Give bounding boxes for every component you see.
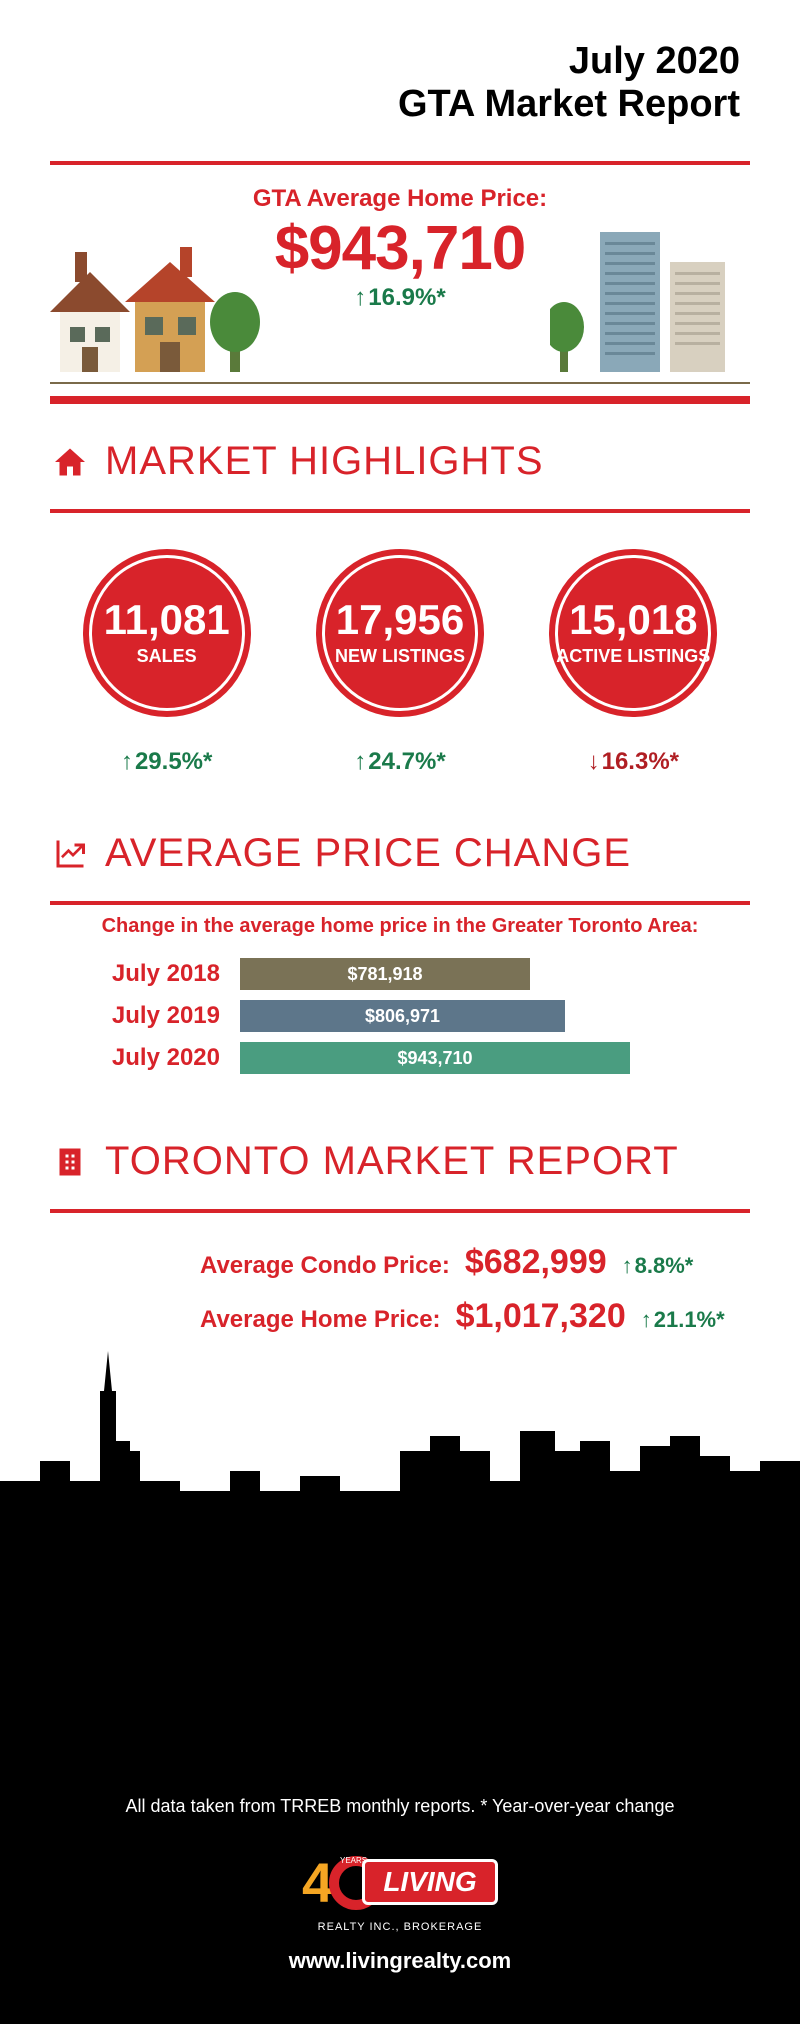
circle-label: ACTIVE LISTINGS	[556, 646, 710, 667]
bar-row: July 2019 $806,971	[60, 1000, 740, 1032]
circle-number: 11,081	[104, 599, 230, 641]
report-date: July 2020	[60, 40, 740, 83]
circle-change: 24.7%*	[354, 748, 445, 776]
skyline-wrap	[0, 1351, 800, 1536]
bar-fill: $943,710	[240, 1042, 630, 1074]
circle-change: 29.5%*	[121, 748, 212, 776]
circle: 17,956 NEW LISTINGS	[310, 543, 490, 723]
skyline-fill	[0, 1516, 800, 1776]
footer-url: www.livingrealty.com	[50, 1948, 750, 1974]
logo-subtitle: REALTY INC., BROKERAGE	[318, 1921, 483, 1933]
circle-change: 16.3%*	[588, 748, 679, 776]
stat-label: Average Condo Price:	[200, 1252, 450, 1280]
svg-text:4: 4	[302, 1851, 333, 1914]
chart-title: Change in the average home price in the …	[60, 915, 740, 938]
stat-condo: Average Condo Price: $682,999 8.8%*	[200, 1243, 740, 1282]
report-title: GTA Market Report	[60, 83, 740, 126]
footer: All data taken from TRREB monthly report…	[0, 1776, 800, 2024]
bar-track: $943,710	[240, 1042, 740, 1074]
bar-row: July 2018 $781,918	[60, 958, 740, 990]
circle-active-listings: 15,018 ACTIVE LISTINGS 16.3%*	[543, 543, 723, 776]
circle-number: 15,018	[569, 599, 697, 641]
stat-change: 21.1%*	[641, 1307, 725, 1333]
stat-label: Average Home Price:	[200, 1306, 441, 1334]
logo: 4 YEARS LIVING REALTY INC., BROKERAGE	[50, 1847, 750, 1933]
header: July 2020 GTA Market Report	[0, 0, 800, 146]
infographic-container: July 2020 GTA Market Report GTA Average …	[0, 0, 800, 2024]
bar-fill: $806,971	[240, 1000, 565, 1032]
divider-thick	[50, 396, 750, 404]
toronto-title: TORONTO MARKET REPORT	[105, 1139, 679, 1184]
stat-value: $1,017,320	[456, 1297, 626, 1336]
price-chart: Change in the average home price in the …	[0, 905, 800, 1104]
highlights-circles: 11,081 SALES 29.5%* 17,956 NEW LISTINGS …	[0, 513, 800, 796]
circle: 11,081 SALES	[77, 543, 257, 723]
chart-icon	[50, 834, 90, 874]
price-change-heading: AVERAGE PRICE CHANGE	[0, 796, 800, 886]
hero-illustration	[50, 232, 750, 382]
logo-living-text: LIVING	[362, 1859, 497, 1905]
skyline-silhouette	[0, 1351, 800, 1531]
bar-label: July 2020	[60, 1044, 240, 1072]
bar-label: July 2019	[60, 1002, 240, 1030]
buildings-illustration	[550, 232, 750, 382]
circle-number: 17,956	[336, 599, 464, 641]
ground-line	[50, 382, 750, 384]
house-icon	[50, 442, 90, 482]
circle-sales: 11,081 SALES 29.5%*	[77, 543, 257, 776]
footer-note: All data taken from TRREB monthly report…	[50, 1796, 750, 1817]
stat-home: Average Home Price: $1,017,320 21.1%*	[200, 1297, 740, 1336]
highlights-heading: MARKET HIGHLIGHTS	[0, 404, 800, 494]
bar-fill: $781,918	[240, 958, 530, 990]
circle: 15,018 ACTIVE LISTINGS	[543, 543, 723, 723]
hero-label: GTA Average Home Price:	[50, 185, 750, 213]
circle-label: NEW LISTINGS	[335, 646, 465, 667]
toronto-stats: Average Condo Price: $682,999 8.8%* Aver…	[0, 1213, 800, 1336]
circle-new-listings: 17,956 NEW LISTINGS 24.7%*	[310, 543, 490, 776]
bar-track: $781,918	[240, 958, 740, 990]
stat-value: $682,999	[465, 1243, 607, 1282]
toronto-heading: TORONTO MARKET REPORT	[0, 1104, 800, 1194]
houses-illustration	[50, 242, 280, 382]
bar-track: $806,971	[240, 1000, 740, 1032]
price-change-title: AVERAGE PRICE CHANGE	[105, 831, 631, 876]
stat-change: 8.8%*	[622, 1253, 694, 1279]
bar-label: July 2018	[60, 960, 240, 988]
circle-label: SALES	[137, 646, 197, 667]
building-icon	[50, 1142, 90, 1182]
hero-section: GTA Average Home Price: $943,710 16.9%*	[0, 165, 800, 382]
highlights-title: MARKET HIGHLIGHTS	[105, 439, 544, 484]
bar-row: July 2020 $943,710	[60, 1042, 740, 1074]
